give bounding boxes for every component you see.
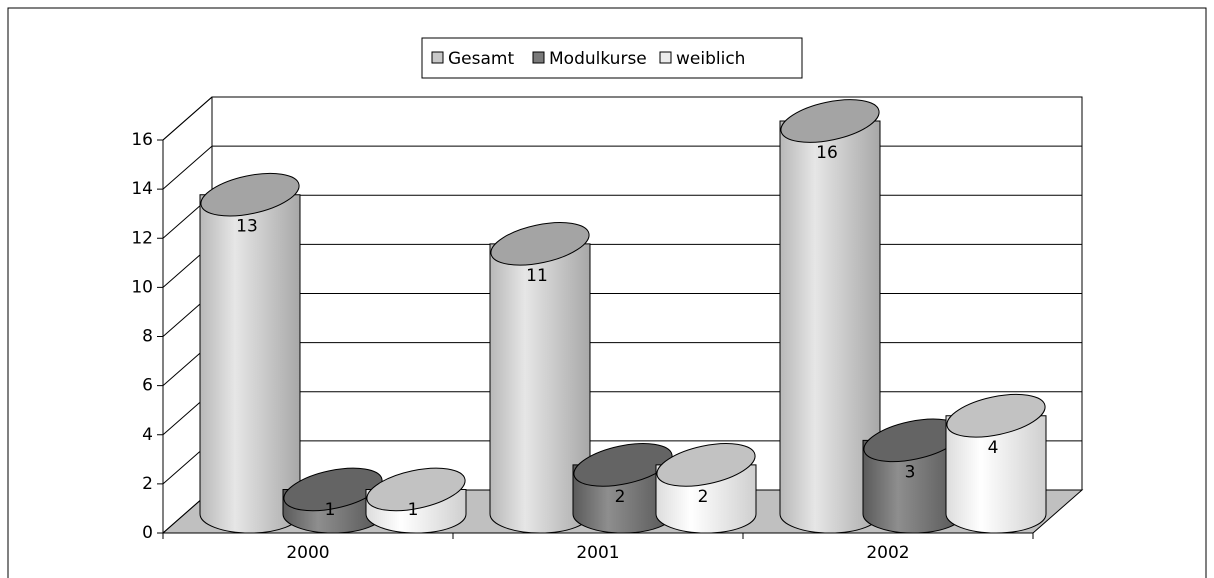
legend-label: Modulkurse [549,49,647,69]
legend-label: Gesamt [448,49,514,69]
legend-label: weiblich [676,49,745,69]
value-label: 2 [698,487,709,507]
grid-line [162,293,1082,337]
legend-swatch [431,51,444,64]
bar-top [490,222,590,266]
y-tick-label: 8 [142,327,153,347]
x-tick-label: 2000 [286,543,329,563]
bar-top [780,99,880,143]
y-tick-label: 4 [142,425,153,445]
bar-top [366,467,466,512]
value-label: 16 [816,143,838,163]
y-tick-label: 14 [131,179,153,199]
grid-line [162,96,1082,141]
grid-line [162,194,1082,239]
value-label: 4 [988,438,999,458]
bar-top [283,467,383,512]
value-label: 1 [408,500,419,520]
value-label: 2 [615,487,626,507]
bar-body [945,415,1047,534]
y-tick-label: 10 [131,277,153,297]
grid-line [162,243,1082,288]
y-tick-label: 0 [142,523,153,543]
y-tick-label: 2 [142,474,153,494]
bar-top [656,443,756,487]
y-tick-label: 16 [131,130,153,150]
value-label: 1 [325,500,336,520]
y-tick-label: 6 [142,376,153,396]
x-tick-label: 2002 [866,543,909,563]
legend-box [421,37,803,79]
bar-top [200,172,300,217]
value-label: 13 [236,217,258,237]
bar-top [573,443,673,487]
bar-top [946,393,1046,438]
value-label: 3 [905,462,916,482]
grid-line [162,342,1082,387]
bar-body [199,194,301,534]
legend-swatch [659,51,672,64]
x-tick-label: 2001 [576,543,619,563]
value-label: 11 [526,266,548,286]
grid-line [162,145,1082,190]
y-tick-label: 12 [131,228,153,248]
legend-swatch [532,51,545,64]
chart-frame [7,7,1207,578]
